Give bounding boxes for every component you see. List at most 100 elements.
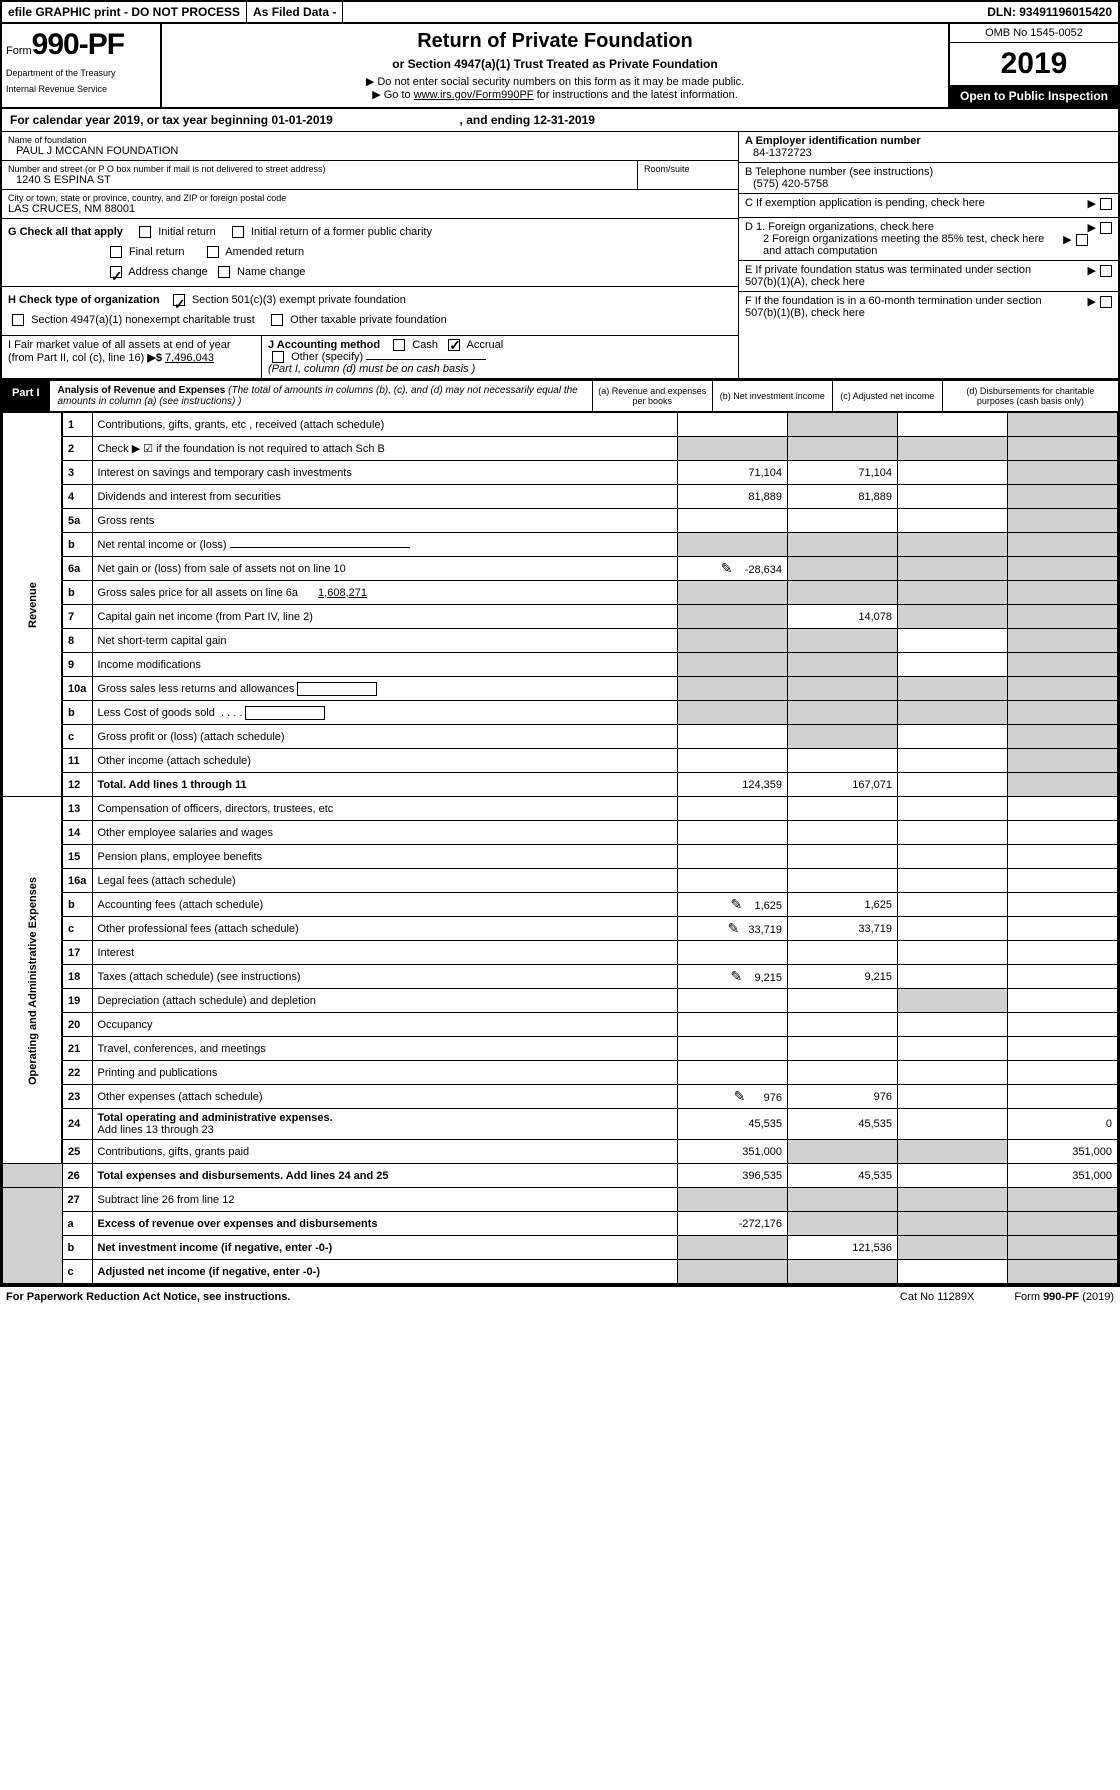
line-5b: Net rental income or (loss): [92, 533, 678, 557]
line-num: 27: [62, 1188, 92, 1212]
val-16ca: ✎ 33,719: [678, 917, 788, 941]
entity-info: Name of foundation PAUL J MCCANN FOUNDAT…: [2, 132, 1118, 379]
g-amended: Amended return: [225, 246, 304, 258]
line-10a: Gross sales less returns and allowances: [92, 677, 678, 701]
h-501c3: Section 501(c)(3) exempt private foundat…: [192, 294, 406, 306]
phone-value: (575) 420-5758: [745, 178, 1112, 190]
val-18b: 9,215: [788, 965, 898, 989]
cb-initial-return[interactable]: [139, 226, 151, 238]
line-4: Dividends and interest from securities: [92, 485, 678, 509]
section-i-j: I Fair market value of all assets at end…: [2, 336, 738, 378]
val-12a: 124,359: [678, 773, 788, 797]
line-9: Income modifications: [92, 653, 678, 677]
cb-other-method[interactable]: [272, 351, 284, 363]
paperwork-notice: For Paperwork Reduction Act Notice, see …: [6, 1291, 290, 1303]
c-label: C If exemption application is pending, c…: [745, 197, 985, 209]
c-cell: C If exemption application is pending, c…: [739, 194, 1118, 218]
j-label: J Accounting method: [268, 339, 380, 351]
j-note: (Part I, column (d) must be on cash basi…: [268, 363, 475, 375]
dln-label: DLN:: [987, 5, 1016, 19]
a-label: A Employer identification number: [745, 135, 921, 147]
line-num: 21: [62, 1037, 92, 1061]
line-12: Total. Add lines 1 through 11: [98, 779, 247, 791]
cb-accrual[interactable]: [448, 339, 460, 351]
val-18a: ✎ 9,215: [678, 965, 788, 989]
line-num: b: [62, 701, 92, 725]
line-7: Capital gain net income (from Part IV, l…: [92, 605, 678, 629]
year-begin: 01-01-2019: [271, 113, 332, 127]
cb-final-return[interactable]: [110, 246, 122, 258]
attachment-icon[interactable]: ✎: [731, 968, 743, 984]
irs-link[interactable]: www.irs.gov/Form990PF: [414, 89, 534, 101]
cb-address-change[interactable]: [110, 266, 122, 278]
val-23b: 976: [788, 1085, 898, 1109]
line-18: Taxes (attach schedule) (see instruction…: [92, 965, 678, 989]
val-27b: 121,536: [788, 1236, 898, 1260]
form-title: Return of Private Foundation: [172, 30, 938, 53]
line-num: b: [62, 1236, 92, 1260]
line-num: 5a: [62, 509, 92, 533]
g-initial: Initial return: [158, 226, 215, 238]
h-4947: Section 4947(a)(1) nonexempt charitable …: [31, 314, 255, 326]
val-24b: 45,535: [788, 1109, 898, 1140]
e-label: E If private foundation status was termi…: [745, 264, 1045, 288]
line-num: 13: [62, 797, 92, 821]
j-cash: Cash: [412, 339, 438, 351]
col-b-header: (b) Net investment income: [712, 381, 832, 411]
instr2-prefix: ▶ Go to: [372, 89, 413, 101]
foundation-name-cell: Name of foundation PAUL J MCCANN FOUNDAT…: [2, 132, 738, 161]
city-label: City or town, state or province, country…: [8, 193, 732, 203]
val-16ba: ✎ 1,625: [678, 893, 788, 917]
form-prefix: Form: [6, 45, 32, 57]
line-15: Pension plans, employee benefits: [92, 845, 678, 869]
attachment-icon[interactable]: ✎: [727, 920, 739, 936]
attachment-icon[interactable]: ✎: [731, 896, 743, 912]
line-24: Total operating and administrative expen…: [92, 1109, 678, 1140]
room-label: Room/suite: [644, 164, 732, 174]
line-27: Subtract line 26 from line 12: [92, 1188, 678, 1212]
addr-label: Number and street (or P O box number if …: [8, 164, 631, 174]
d1-label: D 1. Foreign organizations, check here: [745, 221, 934, 233]
cb-amended[interactable]: [207, 246, 219, 258]
line-num: 22: [62, 1061, 92, 1085]
city-cell: City or town, state or province, country…: [2, 190, 738, 219]
val-24a: 45,535: [678, 1109, 788, 1140]
expenses-label: Operating and Administrative Expenses: [3, 797, 63, 1164]
attachment-icon[interactable]: ✎: [721, 560, 733, 576]
val-23a: ✎ 976: [678, 1085, 788, 1109]
line-num: 14: [62, 821, 92, 845]
line-11: Other income (attach schedule): [92, 749, 678, 773]
cb-name-change[interactable]: [218, 266, 230, 278]
line-16b: Accounting fees (attach schedule): [92, 893, 678, 917]
cb-initial-former[interactable]: [232, 226, 244, 238]
street-address: 1240 S ESPINA ST: [8, 174, 631, 186]
line-num: c: [62, 1260, 92, 1284]
cb-d1[interactable]: [1100, 222, 1112, 234]
part1-desc: Analysis of Revenue and Expenses (The to…: [50, 381, 592, 411]
cb-f[interactable]: [1100, 296, 1112, 308]
cb-4947[interactable]: [12, 314, 24, 326]
cb-501c3[interactable]: [173, 294, 185, 306]
f-label: F If the foundation is in a 60-month ter…: [745, 295, 1045, 319]
val-26a: 396,535: [678, 1164, 788, 1188]
cb-cash[interactable]: [393, 339, 405, 351]
cb-c[interactable]: [1100, 198, 1112, 210]
form-ref: Form 990-PF (2019): [1014, 1291, 1114, 1303]
phone-cell: B Telephone number (see instructions) (5…: [739, 163, 1118, 194]
page-footer: For Paperwork Reduction Act Notice, see …: [0, 1286, 1120, 1307]
line-num: 10a: [62, 677, 92, 701]
dln: DLN: 93491196015420: [981, 2, 1118, 22]
header-center: Return of Private Foundation or Section …: [162, 24, 948, 107]
cb-e[interactable]: [1100, 265, 1112, 277]
part1-header: Part I Analysis of Revenue and Expenses …: [2, 379, 1118, 412]
line-num: a: [62, 1212, 92, 1236]
revenue-expenses-table: Revenue 1Contributions, gifts, grants, e…: [2, 412, 1118, 1284]
val-24d: 0: [1008, 1109, 1118, 1140]
line-19: Depreciation (attach schedule) and deple…: [92, 989, 678, 1013]
cb-other-taxable[interactable]: [271, 314, 283, 326]
line-14: Other employee salaries and wages: [92, 821, 678, 845]
cb-d2[interactable]: [1076, 234, 1088, 246]
city-state-zip: LAS CRUCES, NM 88001: [8, 203, 732, 215]
as-filed-label: As Filed Data -: [247, 2, 343, 22]
attachment-icon[interactable]: ✎: [734, 1088, 746, 1104]
